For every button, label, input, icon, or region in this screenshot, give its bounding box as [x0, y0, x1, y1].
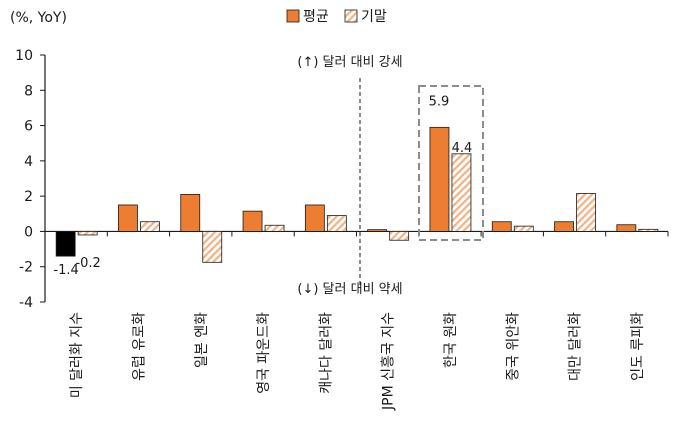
legend-label-end: 기말 — [361, 9, 387, 25]
x-label-4: 캐나다 달러화 — [318, 312, 334, 394]
y-tick-label: 0 — [24, 224, 33, 240]
bar-avg-7 — [491, 221, 512, 232]
y-tick-label: -2 — [19, 260, 33, 276]
x-label-1: 유럽 유로화 — [131, 312, 147, 381]
x-label-2: 일본 엔화 — [194, 312, 210, 368]
highlight-box — [418, 85, 484, 241]
data-label-0: -1.4 — [53, 263, 78, 278]
bar-avg-3 — [242, 210, 263, 232]
bar-end-7 — [513, 225, 534, 232]
bar-end-1 — [140, 221, 160, 232]
bar-avg-4 — [304, 204, 325, 232]
data-label-2: 5.9 — [429, 94, 450, 109]
bar-avg-6 — [429, 126, 450, 232]
data-labels: -1.4-0.2 5.9 4.4 — [53, 94, 472, 278]
x-label-5: JPM 신흥국 지수 — [381, 312, 397, 411]
bar-end-3 — [264, 224, 285, 232]
bar-end-5 — [389, 231, 410, 241]
y-tick-label: 6 — [24, 119, 33, 135]
legend-label-avg: 평균 — [303, 9, 329, 25]
y-tick-label: 10 — [15, 48, 33, 64]
bar-avg-8 — [554, 221, 574, 232]
bar-avg-0 — [55, 231, 76, 257]
legend-swatch-end — [344, 9, 358, 23]
bar-end-4 — [326, 215, 347, 232]
annotation-lower: (↓) 달러 대비 약세 — [297, 282, 402, 297]
x-label-9: 인도 루피화 — [630, 312, 646, 381]
x-label-3: 영국 파운드화 — [256, 312, 272, 394]
bar-avg-2 — [180, 193, 201, 232]
data-label-3: 4.4 — [452, 141, 473, 156]
bar-end-8 — [576, 193, 596, 232]
bars — [55, 126, 659, 263]
annotation-upper: (↑) 달러 대비 강세 — [297, 55, 402, 70]
x-label-8: 대만 달러화 — [568, 312, 584, 381]
bar-avg-5 — [367, 229, 388, 232]
y-tick-label: 4 — [24, 154, 33, 170]
x-label-6: 한국 원화 — [443, 312, 459, 368]
y-tick-label: -4 — [19, 295, 33, 311]
x-axis-labels: 미 달러화 지수 유럽 유로화 일본 엔화 영국 파운드화 캐나다 달러화 JPM 신흥국… — [69, 312, 646, 411]
bar-end-9 — [638, 228, 659, 232]
bar-avg-9 — [616, 224, 637, 232]
bar-avg-1 — [118, 204, 138, 232]
legend: 평균 기말 — [286, 9, 387, 25]
unit-label: (%, YoY) — [10, 10, 67, 26]
x-label-0: 미 달러화 지수 — [69, 312, 85, 398]
y-axis: -4 -2 0 2 4 6 8 10 — [15, 48, 669, 311]
legend-swatch-avg — [286, 9, 300, 23]
bar-end-2 — [202, 231, 223, 263]
y-tick-label: 2 — [24, 189, 33, 205]
y-tick-label: 8 — [24, 83, 33, 99]
bar-end-0 — [77, 231, 98, 236]
bar-end-6 — [451, 153, 472, 232]
data-label-1: -0.2 — [75, 256, 100, 271]
x-label-7: 중국 위안화 — [505, 312, 521, 381]
